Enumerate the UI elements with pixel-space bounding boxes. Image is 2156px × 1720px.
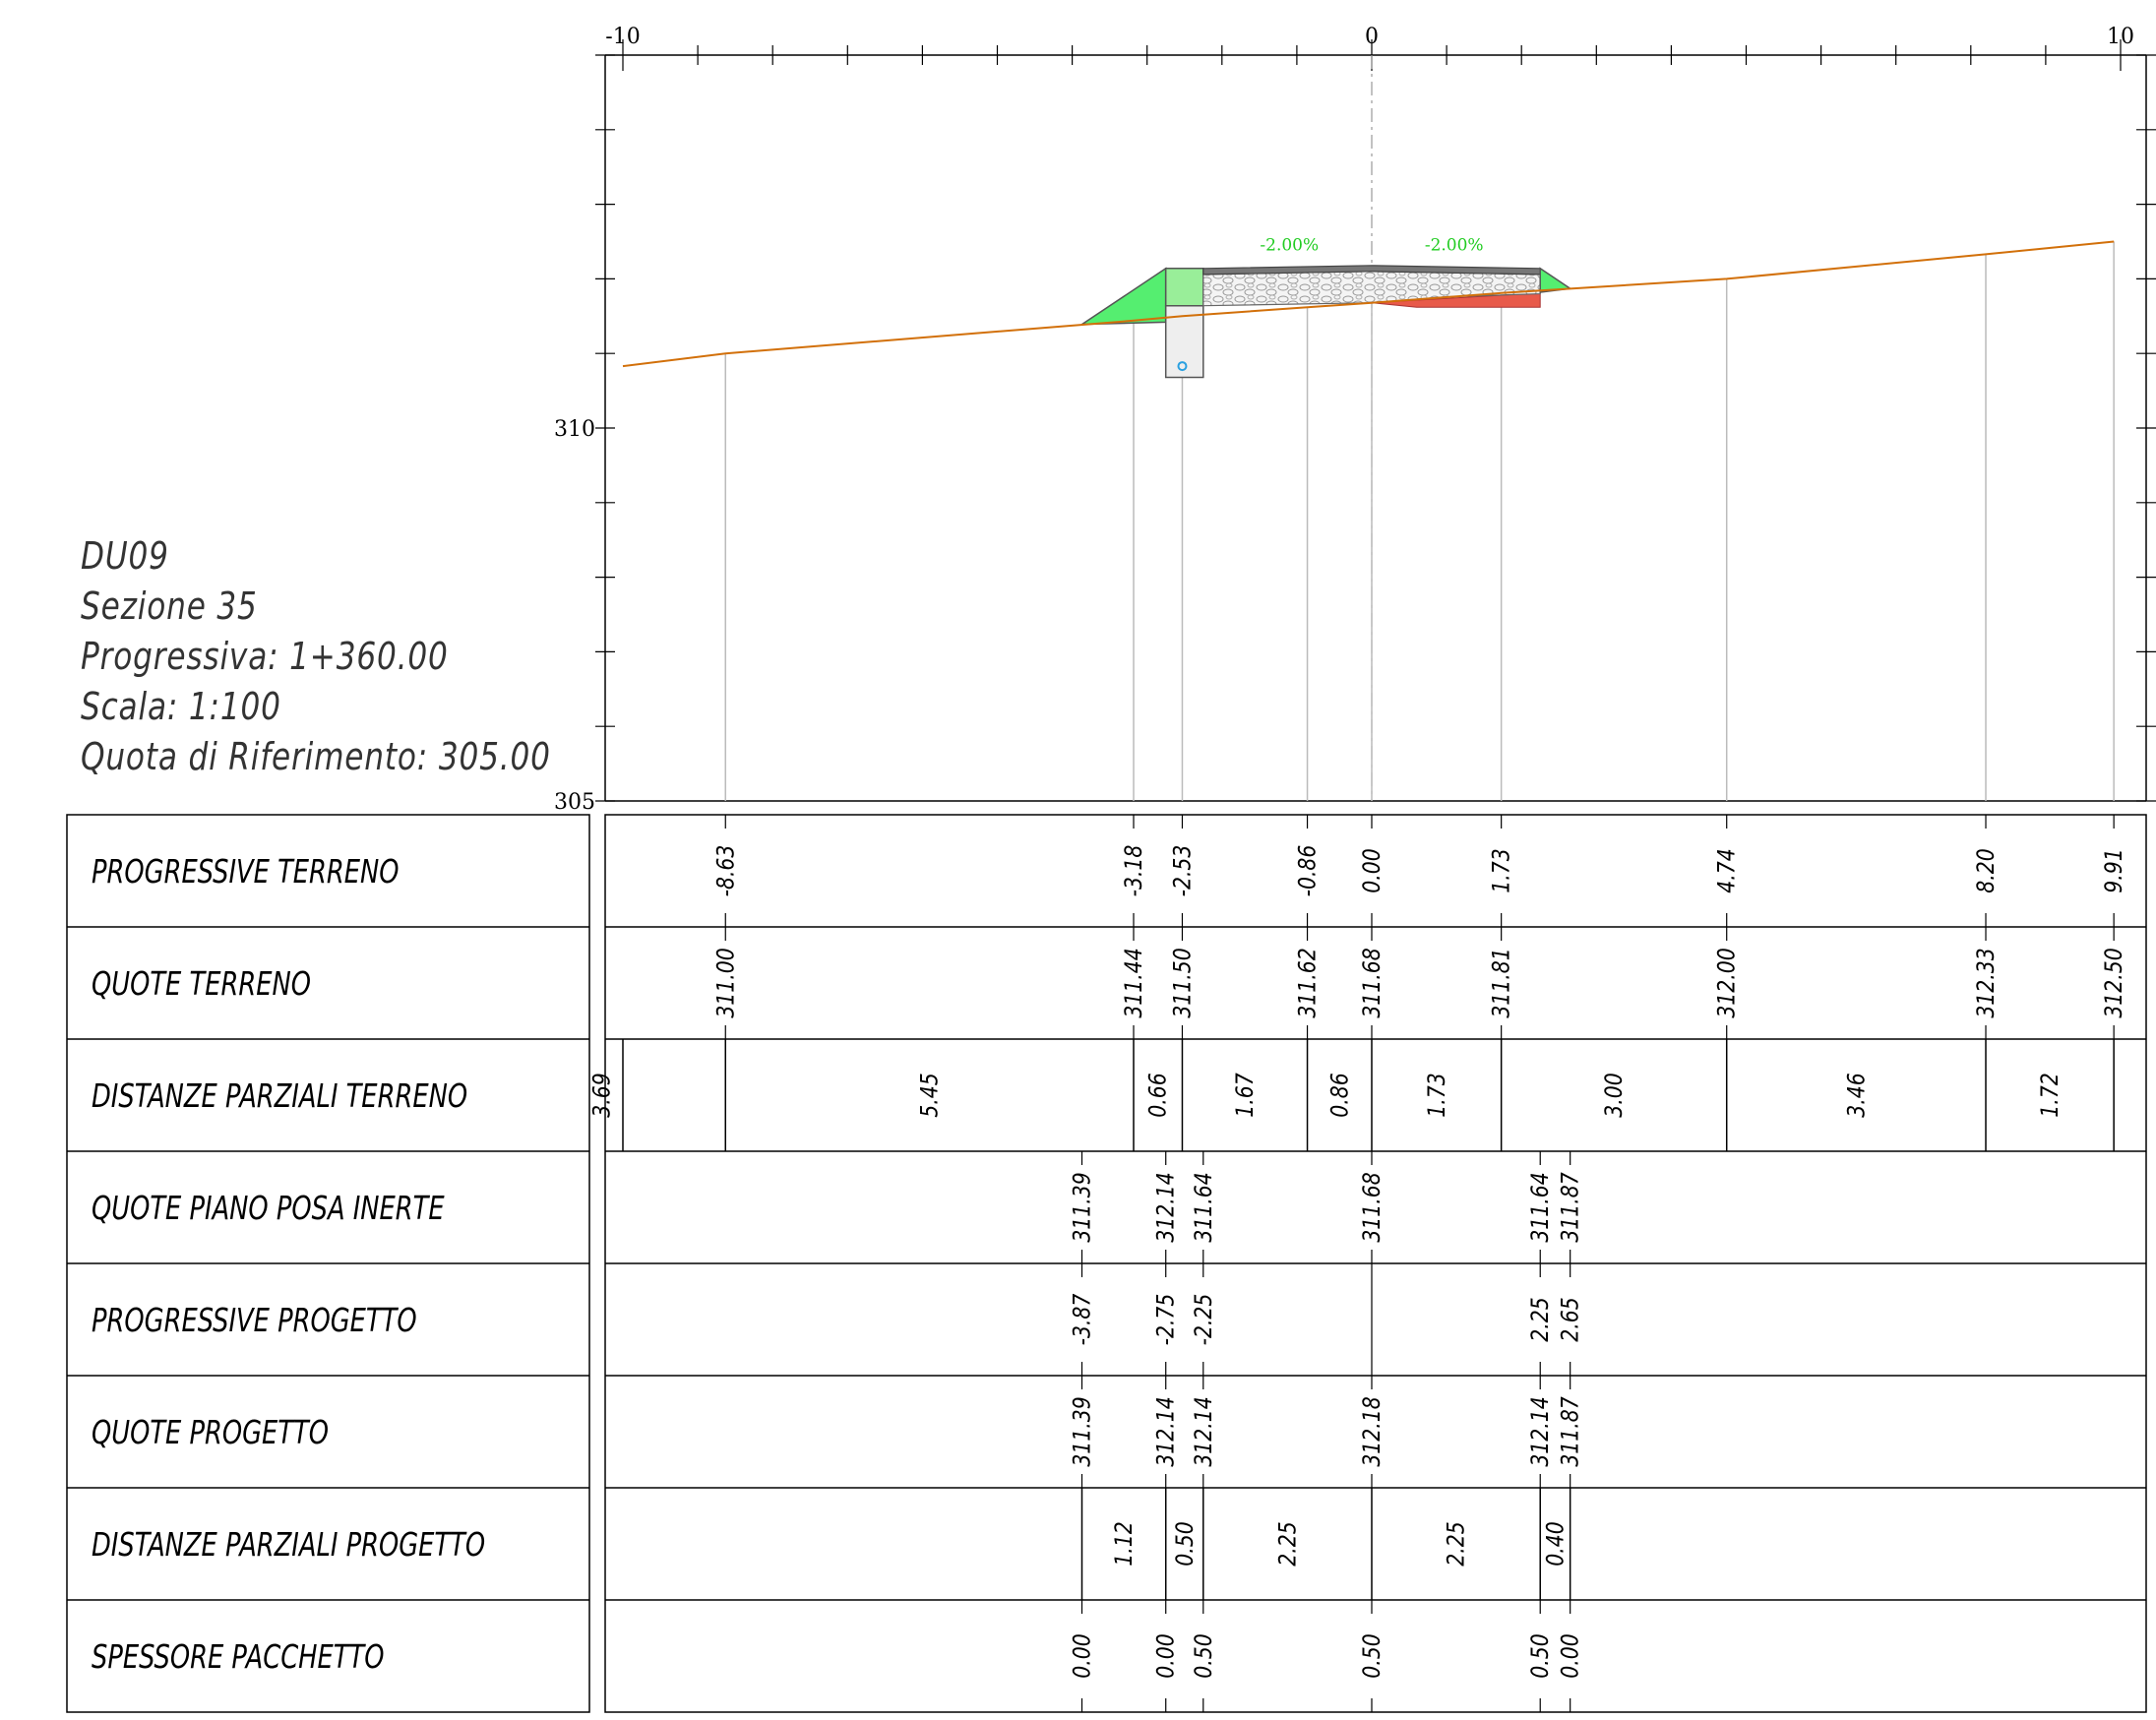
y-axis-label: 305 xyxy=(554,790,595,815)
row-value: 2.25 xyxy=(1443,1521,1470,1566)
row-value: 3.00 xyxy=(1601,1073,1629,1117)
row-value: 312.00 xyxy=(1713,948,1741,1017)
row-value: 311.68 xyxy=(1358,1172,1386,1242)
row-value: 312.14 xyxy=(1152,1172,1180,1242)
row-value: 311.81 xyxy=(1488,948,1515,1017)
row-value: 0.50 xyxy=(1190,1633,1217,1678)
row-value: 0.00 xyxy=(1557,1633,1584,1678)
left-embankment xyxy=(1082,269,1166,325)
row-value: 0.00 xyxy=(1358,848,1386,892)
row-value: 0.00 xyxy=(1152,1633,1180,1678)
row-value: 311.39 xyxy=(1069,1396,1096,1466)
row-value: -3.18 xyxy=(1120,845,1147,897)
row-value: 311.39 xyxy=(1069,1172,1096,1242)
terrain-line xyxy=(623,242,2114,367)
row-value: 4.74 xyxy=(1713,848,1741,892)
row-label: SPESSORE PACCHETTO xyxy=(92,1638,384,1676)
row-value: 1.73 xyxy=(1423,1073,1450,1117)
row-value: 311.44 xyxy=(1120,948,1147,1017)
row-value: 311.50 xyxy=(1169,948,1197,1017)
row-value: 8.20 xyxy=(1972,848,2000,892)
row-label: PROGRESSIVE TERRENO xyxy=(92,853,400,891)
row-value: 311.68 xyxy=(1358,948,1386,1017)
slope-label: -2.00% xyxy=(1260,236,1319,256)
row-label: DISTANZE PARZIALI PROGETTO xyxy=(92,1526,485,1564)
terrain-profile xyxy=(623,242,2114,367)
row-value: 311.00 xyxy=(712,948,740,1017)
row-value: 1.12 xyxy=(1111,1521,1139,1566)
slope-label: -2.00% xyxy=(1425,236,1484,256)
row-label: PROGRESSIVE PROGETTO xyxy=(92,1302,417,1339)
row-value: -0.86 xyxy=(1294,845,1322,897)
row-value: 2.65 xyxy=(1557,1297,1584,1341)
row-value: 312.14 xyxy=(1152,1396,1180,1466)
row-value: 3.69 xyxy=(588,1073,616,1117)
row-label: DISTANZE PARZIALI TERRENO xyxy=(92,1077,467,1115)
x-axis-label: 0 xyxy=(1365,25,1379,49)
plot-frame xyxy=(595,39,2156,801)
axis-labels: -10 0 10 310 305 xyxy=(554,25,2134,815)
row-value: -8.63 xyxy=(712,845,740,897)
row-value: 0.40 xyxy=(1542,1521,1570,1566)
y-axis-label: 310 xyxy=(554,417,595,442)
row-value: 312.18 xyxy=(1358,1396,1386,1466)
row-value: 311.87 xyxy=(1557,1396,1584,1466)
ditch xyxy=(1166,269,1203,306)
row-value: 0.00 xyxy=(1069,1633,1096,1678)
row-value: 0.86 xyxy=(1326,1073,1354,1117)
row-label: QUOTE TERRENO xyxy=(92,965,311,1003)
row-value: 1.73 xyxy=(1488,848,1515,892)
row-value: 312.33 xyxy=(1972,948,2000,1017)
row-value: -2.53 xyxy=(1169,845,1197,897)
row-value: 2.25 xyxy=(1274,1521,1302,1566)
row-value: 1.72 xyxy=(2037,1073,2064,1117)
row-label: QUOTE PROGETTO xyxy=(92,1414,329,1451)
row-value: 3.46 xyxy=(1843,1073,1871,1117)
row-value: -3.87 xyxy=(1069,1294,1096,1346)
vertical-guides xyxy=(725,242,2114,802)
row-value: 312.14 xyxy=(1190,1396,1217,1466)
row-value: 0.66 xyxy=(1144,1073,1172,1117)
row-value: 311.62 xyxy=(1294,948,1322,1017)
row-value: 5.45 xyxy=(916,1073,944,1117)
row-value: 311.64 xyxy=(1527,1172,1555,1242)
row-value: 0.50 xyxy=(1171,1521,1199,1566)
x-axis-label: -10 xyxy=(605,25,640,49)
row-value: -2.75 xyxy=(1152,1294,1180,1346)
x-axis-label: 10 xyxy=(2107,25,2134,49)
row-value: 2.25 xyxy=(1527,1297,1555,1341)
row-value: 9.91 xyxy=(2101,848,2128,892)
row-value: 1.67 xyxy=(1231,1073,1259,1117)
row-label: QUOTE PIANO POSA INERTE xyxy=(92,1190,445,1227)
row-value: 312.14 xyxy=(1527,1396,1555,1466)
row-value: 0.50 xyxy=(1527,1633,1555,1678)
row-value: 312.50 xyxy=(2101,948,2128,1017)
row-value: 0.50 xyxy=(1358,1633,1386,1678)
data-table: PROGRESSIVE TERRENO -8.63 -3.18 -2.53 -0.86 0… xyxy=(67,815,2146,1712)
row-value: -2.25 xyxy=(1190,1294,1217,1346)
row-value: 311.64 xyxy=(1190,1172,1217,1242)
row-value: 311.87 xyxy=(1557,1172,1584,1242)
